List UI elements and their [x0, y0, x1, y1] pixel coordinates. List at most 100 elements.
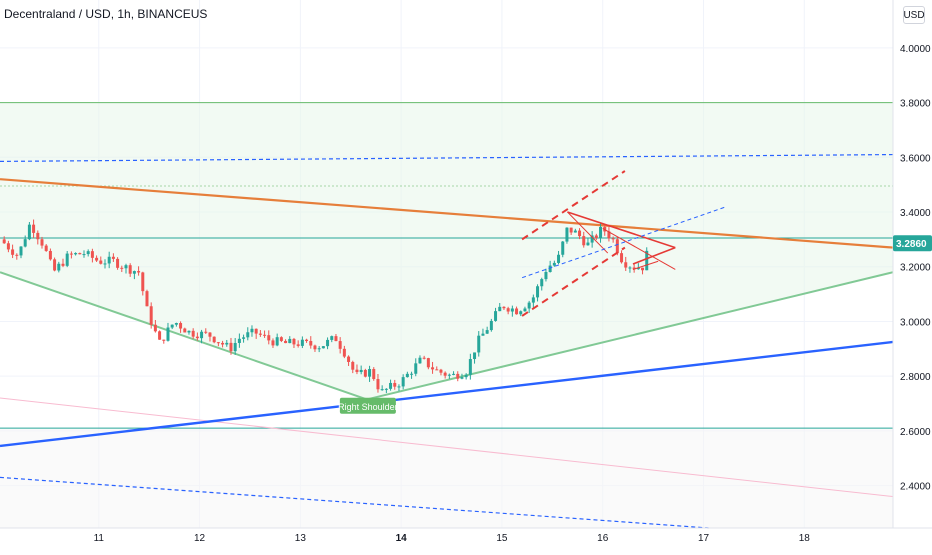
candle-body-93: [393, 382, 397, 387]
candle-body-49: [208, 332, 212, 337]
candle-body-63: [267, 335, 271, 341]
y-tick-label: 3.8000: [900, 99, 931, 110]
currency-button[interactable]: USD: [903, 6, 925, 24]
green-neckline-right-line: [366, 271, 894, 401]
candle-body-83: [351, 361, 355, 370]
candle-body-27: [116, 258, 120, 268]
candle-body-24: [103, 263, 107, 265]
y-tick-label: 3.2000: [900, 263, 931, 274]
x-tick-label: 14: [396, 533, 408, 544]
candle-body-32: [137, 271, 141, 273]
candle-body-152: [641, 267, 645, 271]
candle-body-87: [368, 369, 372, 377]
y-tick-label: 3.0000: [900, 317, 931, 328]
candles: [2, 219, 649, 394]
candle-body-21: [90, 251, 94, 258]
candle-body-110: [464, 374, 468, 378]
candle-body-138: [582, 236, 586, 246]
blue-channel-dashed: [521, 206, 727, 279]
candle-body-79: [334, 336, 338, 342]
candle-body-22: [95, 257, 99, 261]
candle-body-108: [456, 373, 460, 379]
candle-body-39: [166, 327, 170, 341]
candle-body-72: [305, 339, 309, 342]
candle-body-28: [120, 267, 124, 269]
candle-body-86: [363, 369, 367, 377]
candle-body-90: [380, 389, 384, 391]
candle-body-146: [615, 239, 619, 254]
candle-body-80: [338, 341, 342, 349]
candle-body-145: [611, 238, 615, 240]
candle-body-122: [515, 308, 519, 315]
candle-body-10: [44, 245, 48, 251]
candle-body-73: [309, 341, 313, 346]
candle-body-84: [355, 369, 359, 373]
candle-body-126: [531, 297, 535, 303]
candle-body-37: [158, 331, 162, 340]
candle-body-33: [141, 272, 145, 292]
candle-body-128: [540, 279, 544, 287]
candle-body-142: [599, 226, 603, 238]
candle-body-103: [435, 369, 439, 371]
candle-body-0: [2, 239, 6, 244]
candle-body-29: [124, 265, 128, 269]
candle-body-94: [397, 386, 401, 388]
y-tick-label: 2.8000: [900, 372, 931, 383]
candle-body-77: [326, 339, 330, 347]
candle-body-4: [19, 246, 23, 256]
candle-body-97: [410, 373, 414, 375]
candle-body-105: [443, 372, 447, 376]
candle-body-5: [23, 239, 27, 247]
annotations: Right Shoulder: [338, 397, 398, 414]
candle-body-62: [263, 334, 267, 336]
blue-support-line: [0, 340, 894, 448]
candle-body-101: [426, 358, 430, 368]
candle-body-61: [258, 333, 262, 335]
y-tick-label: 3.4000: [900, 208, 931, 219]
candle-body-18: [78, 253, 82, 255]
candle-body-141: [594, 235, 598, 238]
candle-body-25: [107, 256, 111, 264]
candle-body-30: [128, 265, 132, 274]
candle-body-69: [292, 338, 296, 345]
y-tick-label: 2.4000: [900, 482, 931, 493]
red-wedge-diag: [602, 227, 676, 270]
candle-body-13: [57, 263, 61, 271]
chart-title: Decentraland / USD, 1h, BINANCEUS: [4, 7, 208, 21]
candle-body-40: [170, 324, 174, 328]
candle-body-113: [477, 335, 481, 353]
candle-body-43: [183, 328, 187, 333]
candle-body-74: [313, 345, 317, 350]
candle-body-120: [506, 308, 510, 312]
red-triangle-bottom: [632, 246, 676, 265]
candle-body-11: [48, 250, 52, 260]
candle-body-31: [132, 271, 136, 274]
red-wedge-top: [567, 211, 609, 254]
candle-body-106: [447, 374, 451, 376]
red-channel-upper: [521, 170, 626, 241]
candle-body-26: [111, 256, 115, 259]
candle-body-131: [552, 262, 556, 266]
x-tick-label: 16: [597, 533, 609, 544]
candle-body-70: [296, 344, 300, 346]
candle-body-8: [36, 232, 40, 240]
candle-body-53: [225, 342, 229, 345]
candle-body-116: [489, 320, 493, 331]
candle-body-153: [645, 250, 649, 271]
candle-body-14: [61, 263, 65, 266]
current-price-tag: [893, 235, 932, 252]
candle-body-81: [342, 348, 346, 357]
candle-body-20: [86, 251, 90, 255]
candle-body-115: [485, 330, 489, 334]
candle-body-150: [632, 267, 636, 270]
candle-body-112: [473, 352, 477, 360]
candle-body-99: [418, 357, 422, 364]
candle-body-133: [561, 241, 565, 255]
candle-body-149: [628, 267, 632, 269]
candle-body-82: [347, 356, 351, 362]
candle-body-117: [494, 311, 498, 321]
y-tick-label: 3.6000: [900, 153, 931, 164]
pink-faint-line: [0, 397, 894, 498]
